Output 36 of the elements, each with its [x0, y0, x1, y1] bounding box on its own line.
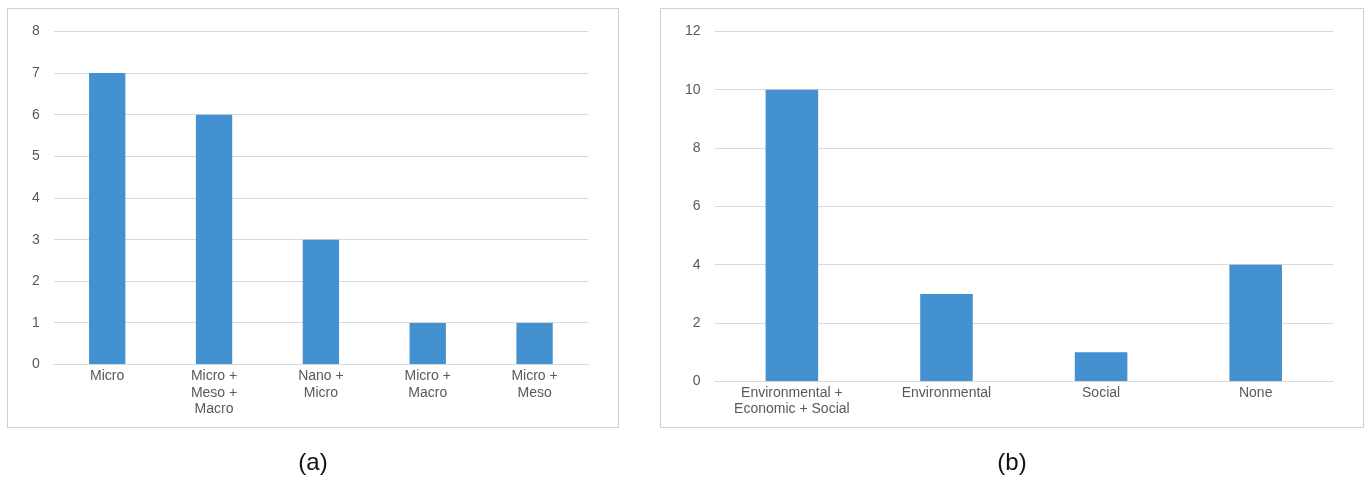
x-tick-label: Nano + Micro	[298, 366, 344, 400]
x-tick-label: Micro + Meso + Macro	[190, 366, 238, 417]
y-tick-label: 7	[31, 63, 40, 80]
bar	[89, 73, 126, 365]
bar	[920, 293, 973, 381]
y-tick-label: 10	[684, 80, 701, 97]
bar	[1229, 264, 1282, 381]
text: (a)	[297, 448, 329, 476]
y-tick-label: 3	[31, 230, 40, 247]
bar	[409, 322, 446, 365]
bar	[1074, 352, 1128, 381]
x-tick-label: Micro + Meso	[511, 366, 558, 400]
y-tick-label: 0	[31, 355, 40, 372]
y-tick-label: 4	[31, 188, 40, 205]
x-tick-label: Environmental + Economic + Social	[734, 383, 850, 417]
y-tick-label: 8	[692, 138, 701, 155]
y-tick-label: 8	[31, 22, 40, 39]
y-tick-label: 5	[31, 147, 40, 164]
x-tick-label: Micro	[90, 366, 125, 383]
y-tick-label: 0	[692, 372, 701, 389]
x-tick-label: None	[1238, 383, 1273, 400]
y-tick-label: 6	[692, 197, 701, 214]
y-tick-label: 4	[692, 255, 701, 272]
y-tick-label: 2	[692, 313, 701, 330]
y-tick-label: 12	[684, 22, 701, 39]
x-tick-label: Social	[1082, 383, 1121, 400]
y-tick-label: 2	[31, 272, 40, 289]
text: (b)	[996, 448, 1028, 476]
bar	[516, 322, 553, 365]
y-tick-label: 6	[31, 105, 40, 122]
bar	[765, 89, 819, 381]
x-tick-label: Micro + Macro	[404, 366, 451, 400]
bar	[302, 239, 340, 365]
y-tick-label: 1	[31, 313, 40, 330]
x-tick-label: Environmental	[901, 383, 992, 400]
bar	[195, 114, 233, 365]
